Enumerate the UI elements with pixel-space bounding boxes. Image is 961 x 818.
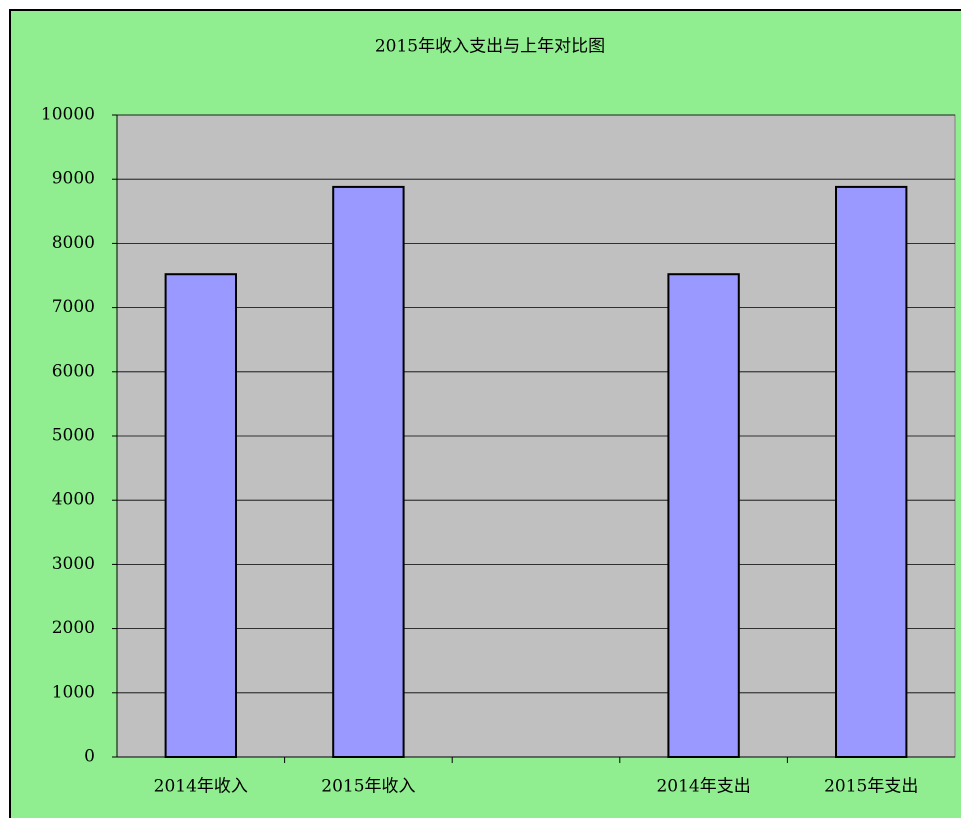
bar — [164, 273, 237, 758]
y-tick-label: 1000 — [52, 682, 95, 702]
x-tick-label: 2015年支出 — [824, 777, 918, 797]
y-tick-label: 7000 — [52, 297, 95, 317]
y-tick-label: 5000 — [52, 426, 95, 446]
y-tick-label: 9000 — [52, 169, 95, 189]
y-tick-label: 4000 — [52, 490, 95, 510]
x-tick-label: 2015年收入 — [321, 777, 415, 797]
y-tick-label: 2000 — [52, 618, 95, 638]
bar — [332, 185, 405, 759]
chart-title: 2015年收入支出与上年对比图 — [375, 37, 605, 57]
y-tick-label: 3000 — [52, 554, 95, 574]
y-tick-label: 10000 — [41, 105, 95, 125]
bar — [835, 185, 908, 759]
bar — [667, 273, 740, 758]
y-tick-label: 6000 — [52, 361, 95, 381]
y-tick-label: 8000 — [52, 233, 95, 253]
x-tick-label: 2014年收入 — [154, 777, 248, 797]
y-tick-label: 0 — [84, 747, 95, 767]
x-tick-label: 2014年支出 — [656, 777, 750, 797]
